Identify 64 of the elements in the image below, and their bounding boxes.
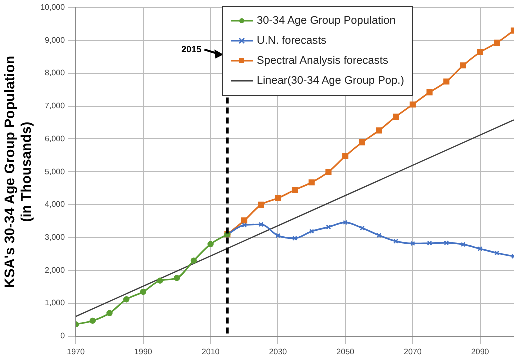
point (258, 222, 264, 228)
point (106, 310, 113, 316)
point (394, 238, 399, 244)
legend-label: Spectral Analysis forecasts (257, 55, 388, 67)
ref-line-label: 2015 (182, 44, 202, 54)
point (275, 195, 282, 202)
point (444, 240, 450, 246)
point (258, 202, 264, 208)
legend-label: 30-34 Age Group Population (257, 15, 396, 27)
point (376, 233, 382, 238)
y-tick-label: 4,000 (45, 200, 66, 210)
point (360, 226, 365, 231)
y-tick-label: 9,000 (45, 36, 66, 45)
point (410, 241, 416, 246)
point (478, 246, 483, 252)
point (241, 218, 248, 224)
point (460, 62, 467, 69)
y-tick-label: 5,000 (45, 167, 66, 176)
x-tick-label: 2090 (471, 347, 490, 356)
x-tick-label: 2050 (336, 347, 356, 356)
y-tick-label: 2,000 (45, 266, 66, 275)
point (376, 128, 382, 134)
y-tick-label: 1,000 (45, 298, 66, 308)
point (494, 40, 500, 46)
x-tick-label: 1970 (67, 347, 86, 356)
point (326, 169, 332, 176)
point (308, 180, 315, 186)
y-tick-label: 3,000 (45, 233, 66, 242)
point (276, 233, 281, 238)
point (174, 275, 180, 282)
point (292, 187, 298, 194)
point (342, 153, 349, 160)
point (124, 296, 130, 303)
point (242, 222, 247, 228)
y-axis-title: KSA's 30-34 Age Group Population (in Thousands) (1, 56, 34, 288)
point (343, 220, 348, 226)
x-tick-label: 2070 (404, 347, 422, 356)
point (309, 229, 314, 234)
y-tick-label: 8,000 (45, 68, 66, 78)
x-tick-label: 2030 (269, 347, 288, 356)
point (157, 278, 164, 284)
point (477, 49, 484, 56)
x-tick-label: 2010 (202, 347, 220, 356)
point (90, 318, 96, 324)
point (426, 90, 433, 96)
point (208, 241, 214, 248)
legend-label: Linear(30-34 Age Group Pop.) (257, 75, 404, 87)
point (292, 236, 298, 241)
y-tick-label: 0 (60, 332, 66, 341)
y-tick-label: 6,000 (45, 134, 66, 144)
point (494, 250, 500, 256)
point (190, 258, 198, 264)
x-tick-label: 1990 (134, 347, 153, 356)
point (393, 114, 400, 120)
point (427, 240, 432, 246)
y-tick-label: 10,000 (40, 3, 66, 12)
point (359, 139, 366, 146)
point (140, 288, 147, 296)
point (460, 242, 466, 248)
y-tick-label: 7,000 (45, 102, 66, 111)
point (444, 78, 450, 85)
point (410, 102, 416, 108)
legend-label: U.N. forecasts (257, 35, 327, 47)
point (326, 224, 332, 230)
